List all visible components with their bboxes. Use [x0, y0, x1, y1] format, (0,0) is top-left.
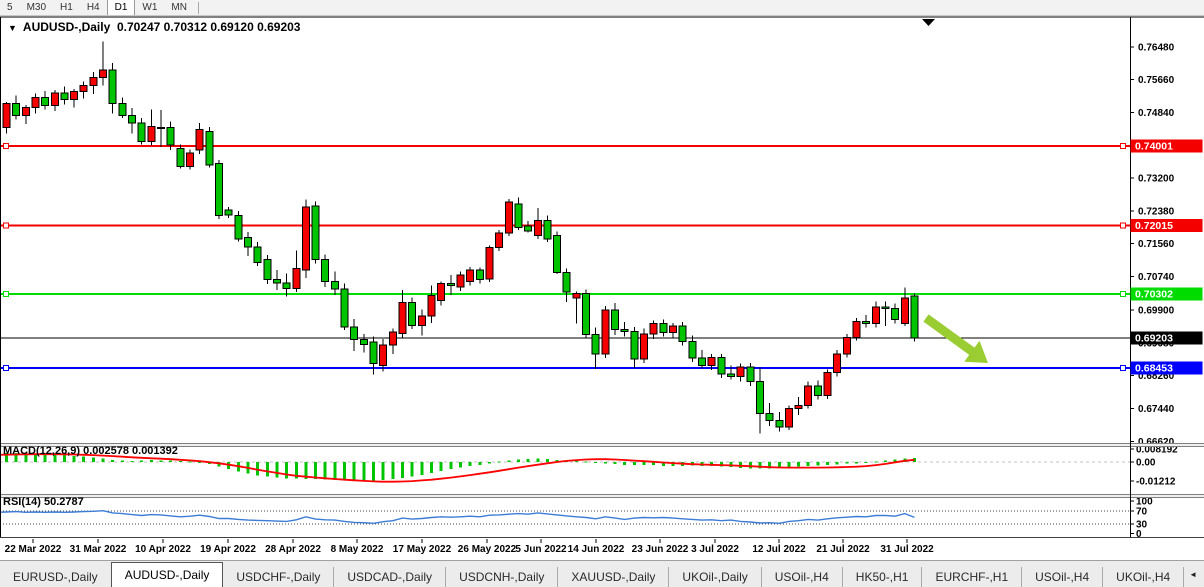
date-axis: 22 Mar 2022 31 Mar 2022 10 Apr 2022 19 Apr …	[5, 539, 934, 555]
macd-signal-line	[0, 453, 915, 483]
symbol-dropdown-icon[interactable]: ▼	[8, 23, 17, 33]
chart-shift-marker-icon	[922, 19, 935, 26]
tab-usdchf-daily[interactable]: USDCHF-,Daily	[223, 567, 335, 587]
tab-scroll-left-icon[interactable]: ◄	[1189, 569, 1198, 579]
timeframe-toolbar: 5 M30 H1 H4 D1 W1 MN	[0, 0, 1204, 16]
tab-scroll-arrows: ◄►	[1184, 561, 1204, 587]
svg-text:0.74001: 0.74001	[1135, 141, 1173, 153]
macd-indicator-label: MACD(12,26,9) 0.002578 0.001392	[3, 445, 178, 457]
svg-text:0.70302: 0.70302	[1135, 289, 1173, 301]
chart-title: ▼ AUDUSD-,Daily 0.70247 0.70312 0.69120 0…	[8, 20, 300, 34]
svg-text:19 Apr 2022: 19 Apr 2022	[200, 544, 256, 555]
svg-text:0.70740: 0.70740	[1138, 272, 1175, 283]
timeframe-button-m30[interactable]: M30	[26, 2, 47, 13]
svg-text:26 May 2022: 26 May 2022	[458, 544, 517, 555]
svg-text:0.73200: 0.73200	[1138, 174, 1175, 185]
rsi-indicator-label: RSI(14) 50.2787	[3, 496, 84, 508]
tab-audusd-daily[interactable]: AUDUSD-,Daily	[110, 562, 224, 587]
level-lines[interactable]	[0, 143, 1130, 371]
tab-ukoil-daily[interactable]: UKOil-,Daily	[669, 567, 762, 587]
chart-ohlc-values: 0.70247 0.70312 0.69120 0.69203	[116, 20, 301, 34]
svg-text:30: 30	[1136, 519, 1148, 530]
rsi-line	[0, 509, 915, 525]
timeframe-button-h4[interactable]: H4	[86, 2, 100, 13]
svg-text:0.69900: 0.69900	[1138, 306, 1175, 317]
macd-pane: 0.008192 0.00 -0.01212	[0, 445, 1178, 487]
chart-symbol-label: AUDUSD-,Daily	[22, 20, 111, 34]
timeframe-button-5[interactable]: 5	[7, 2, 13, 13]
svg-text:3 Jul 2022: 3 Jul 2022	[691, 544, 739, 555]
level-price-tag	[1130, 361, 1203, 375]
tab-eurusd-daily[interactable]: EURUSD-,Daily	[0, 567, 112, 587]
tab-hk50-h1[interactable]: HK50-,H1	[843, 567, 923, 587]
svg-text:31 Jul 2022: 31 Jul 2022	[880, 544, 934, 555]
svg-text:0.00: 0.00	[1136, 458, 1156, 469]
svg-text:0.75660: 0.75660	[1138, 75, 1175, 86]
symbol-tabbar: EURUSD-,Daily AUDUSD-,Daily USDCHF-,Daily U…	[0, 560, 1204, 587]
tab-usoil-h4[interactable]: USOil-,H4	[1022, 567, 1104, 587]
level-price-tag	[1130, 287, 1203, 301]
tab-eurchf-h1[interactable]: EURCHF-,H1	[922, 567, 1023, 587]
svg-text:70: 70	[1136, 506, 1148, 517]
svg-text:100: 100	[1136, 497, 1153, 508]
svg-text:0.67440: 0.67440	[1138, 404, 1175, 415]
tab-usdcad-daily[interactable]: USDCAD-,Daily	[334, 567, 447, 587]
level-line-handle	[3, 364, 9, 371]
pane-frames	[0, 16, 1204, 538]
toolbar-separator	[197, 1, 199, 14]
svg-text:0.71560: 0.71560	[1138, 239, 1175, 250]
tab-usoil-h4[interactable]: USOil-,H4	[762, 567, 843, 587]
tab-usdcnh-daily[interactable]: USDCNH-,Daily	[446, 567, 559, 587]
svg-text:0.008192: 0.008192	[1136, 445, 1178, 456]
level-line-handle	[3, 291, 9, 298]
current-price-tag	[1130, 331, 1203, 345]
timeframe-button-mn[interactable]: MN	[171, 2, 187, 13]
svg-text:0.66620: 0.66620	[1138, 437, 1175, 448]
svg-text:0.69203: 0.69203	[1135, 332, 1173, 344]
sell-direction-arrow[interactable]	[923, 314, 988, 363]
price-tags: 0.74001 0.72015 0.70302 0.69203 0.68453	[1130, 139, 1203, 375]
svg-text:23 Jun 2022: 23 Jun 2022	[632, 544, 689, 555]
svg-text:0.72380: 0.72380	[1138, 206, 1175, 217]
svg-text:28 Apr 2022: 28 Apr 2022	[265, 544, 321, 555]
tab-ukoil-h4[interactable]: UKOil-,H4	[1103, 567, 1185, 587]
level-line-handle	[3, 222, 9, 229]
svg-text:31 Mar 2022: 31 Mar 2022	[70, 544, 127, 555]
level-line-handle	[1120, 222, 1126, 229]
svg-text:22 Mar 2022: 22 Mar 2022	[5, 544, 62, 555]
level-price-tag	[1130, 218, 1203, 232]
level-line-handle	[1120, 291, 1126, 298]
timeframe-button-d1[interactable]: D1	[106, 0, 136, 15]
tab-xauusd-daily[interactable]: XAUUSD-,Daily	[558, 567, 670, 587]
svg-text:14 Jun 2022: 14 Jun 2022	[568, 544, 625, 555]
svg-text:0: 0	[1136, 529, 1142, 540]
svg-text:10 Apr 2022: 10 Apr 2022	[135, 544, 191, 555]
svg-text:17 May 2022: 17 May 2022	[393, 544, 452, 555]
svg-text:0.76480: 0.76480	[1138, 42, 1175, 53]
candlesticks	[0, 41, 919, 434]
level-line-handle	[3, 143, 9, 150]
svg-text:12 Jul 2022: 12 Jul 2022	[752, 544, 806, 555]
svg-text:0.68260: 0.68260	[1138, 371, 1175, 382]
svg-text:21 Jul 2022: 21 Jul 2022	[816, 544, 870, 555]
svg-text:5 Jun 2022: 5 Jun 2022	[515, 544, 567, 555]
level-line-handle	[1120, 364, 1126, 371]
timeframe-button-h1[interactable]: H1	[60, 2, 73, 13]
svg-text:0.74840: 0.74840	[1138, 108, 1175, 119]
svg-text:-0.01212: -0.01212	[1136, 476, 1176, 487]
level-line-handle	[1120, 143, 1126, 150]
svg-text:0.72015: 0.72015	[1135, 220, 1173, 232]
svg-text:8 May 2022: 8 May 2022	[331, 544, 384, 555]
timeframe-button-w1[interactable]: W1	[142, 2, 158, 13]
level-price-tag	[1130, 139, 1203, 153]
svg-text:0.68453: 0.68453	[1135, 362, 1173, 374]
